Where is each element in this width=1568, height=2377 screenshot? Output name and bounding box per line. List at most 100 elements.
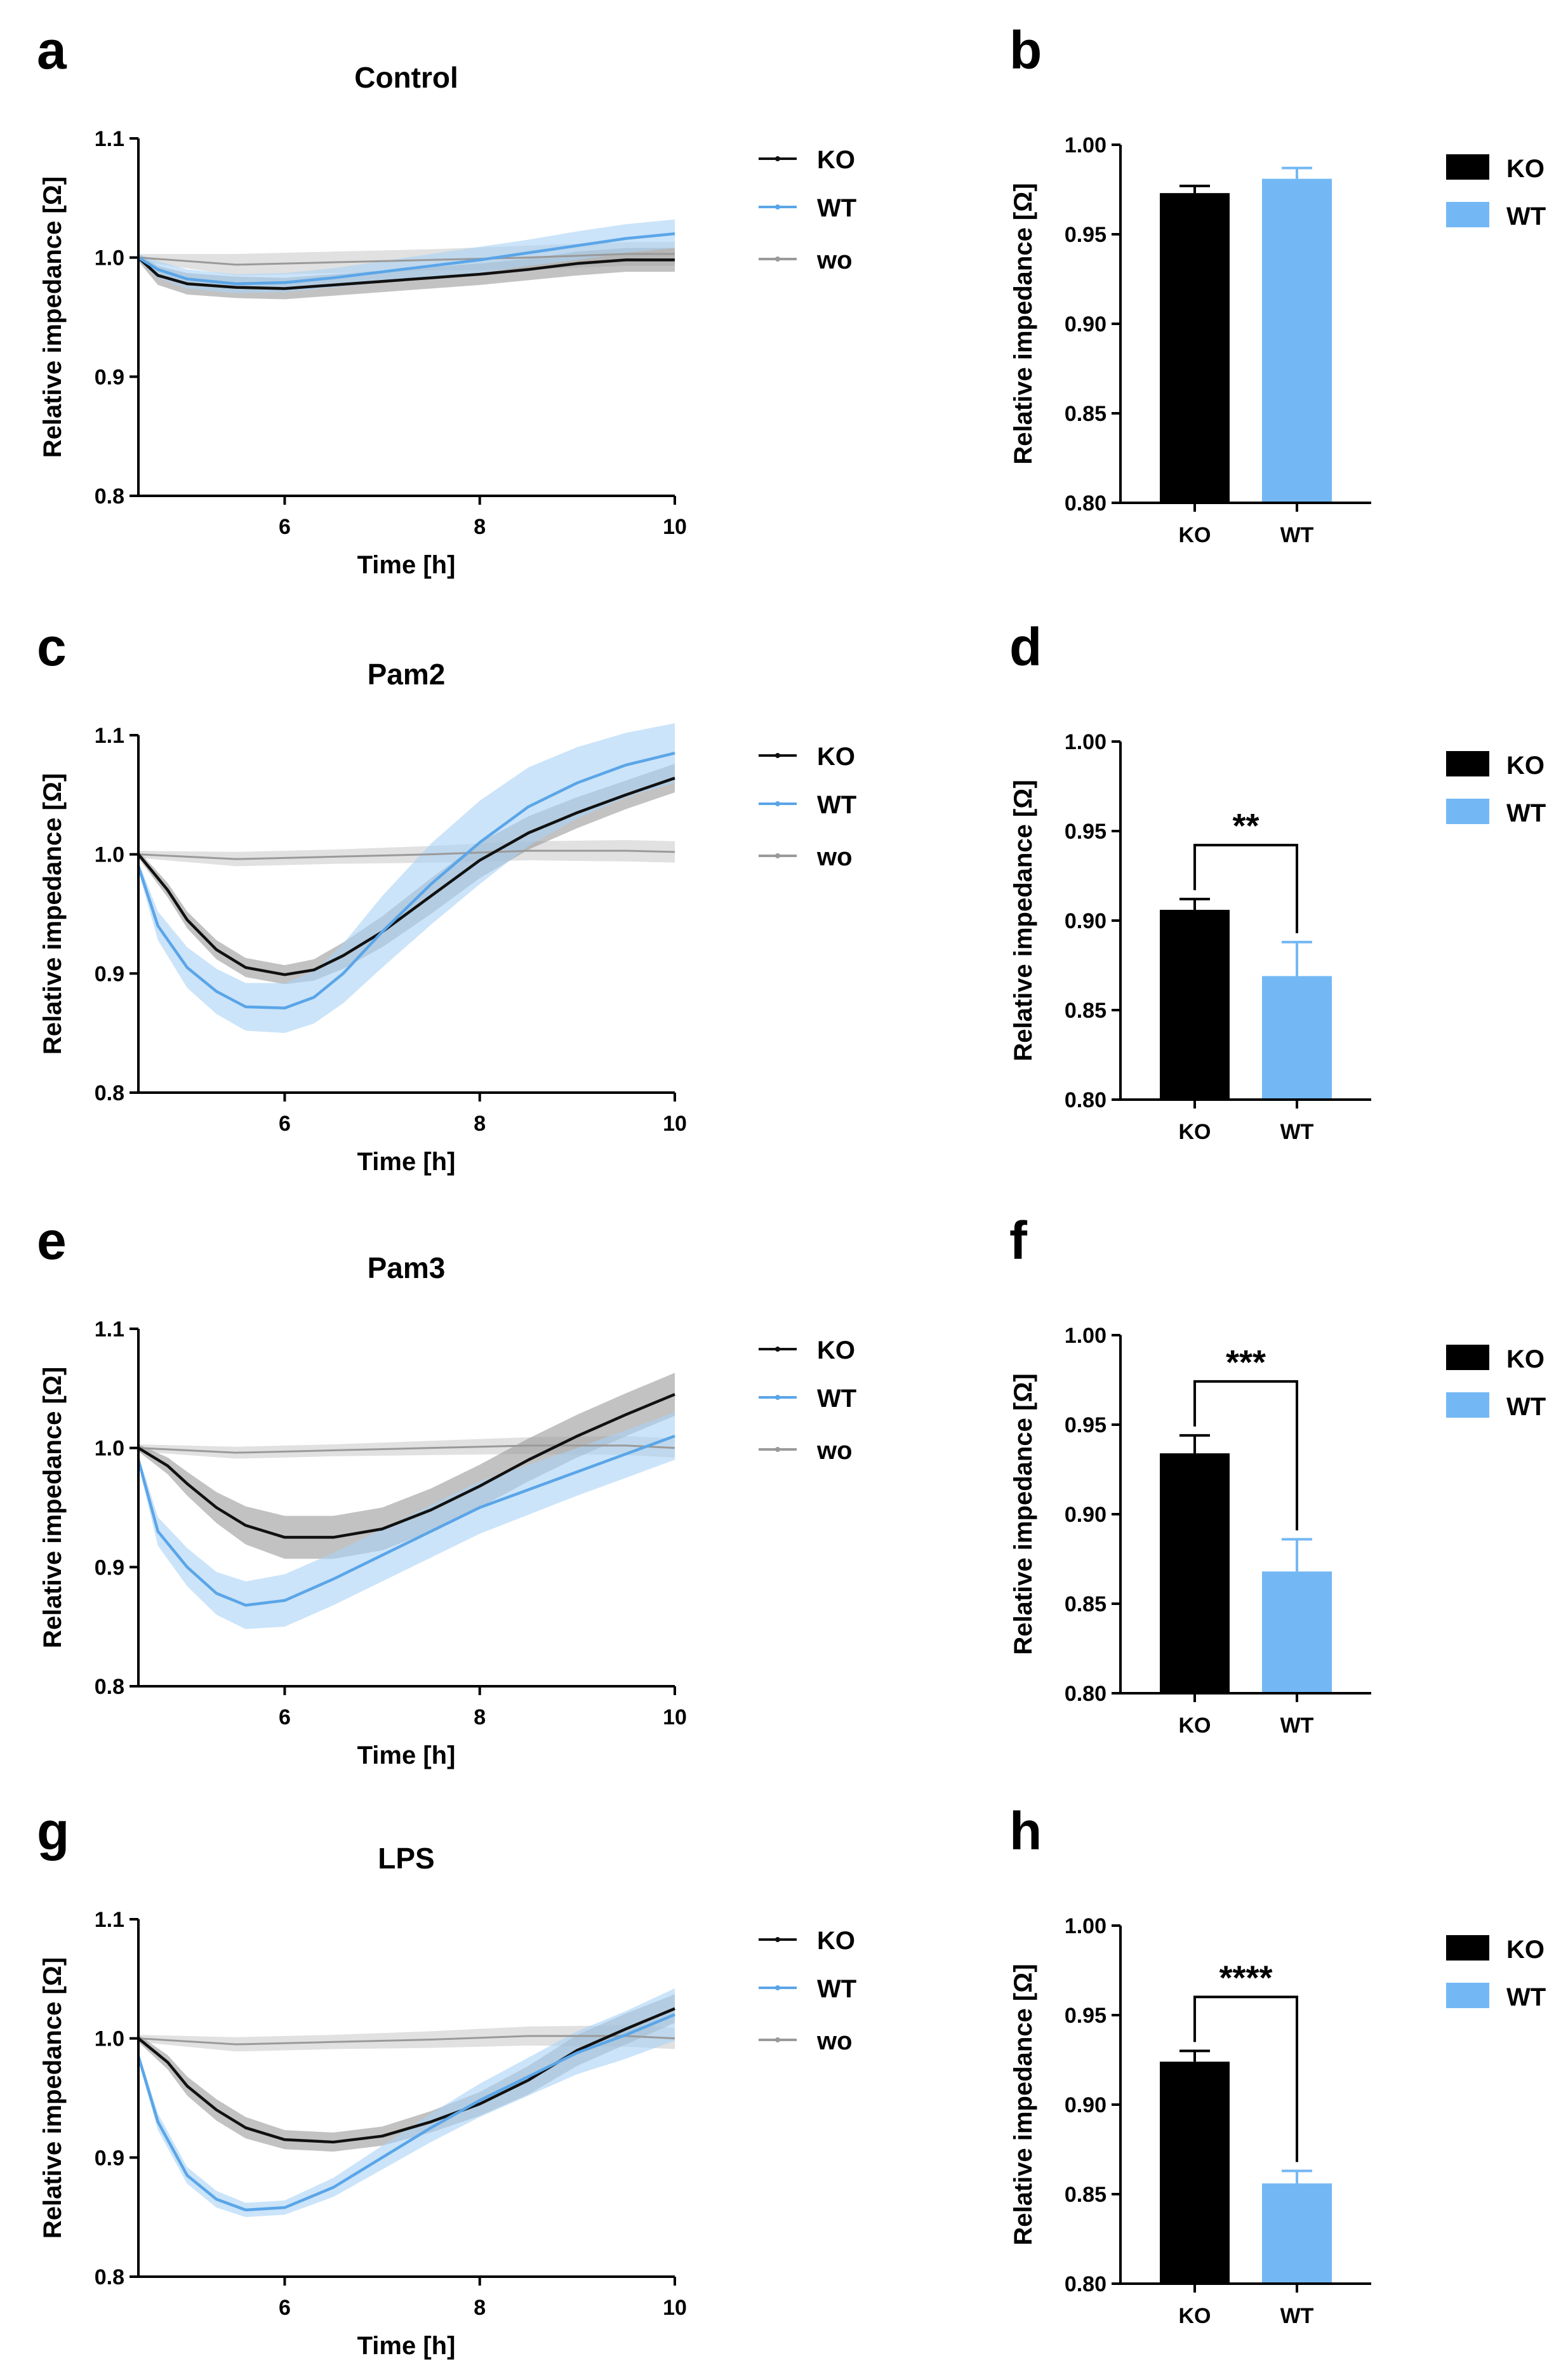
legend-label-wt: WT <box>1506 799 1546 827</box>
bar-ko <box>1160 1453 1230 1693</box>
bar-ko <box>1160 910 1230 1100</box>
legend-label-wt: WT <box>817 1975 856 2003</box>
x-tick-label: 10 <box>663 1112 687 1136</box>
bar-ko <box>1160 193 1230 503</box>
significance-stars: *** <box>1226 1343 1266 1382</box>
panel-g: g LPS 0.8 0.9 1.0 1.1 6 8 10 Time [h] Relative imp… <box>37 1801 856 2360</box>
bar-ko <box>1160 2061 1230 2284</box>
significance-stars: ** <box>1232 807 1259 845</box>
y-tick-label: 1.0 <box>95 1437 124 1461</box>
y-tick-label: 1.0 <box>95 246 124 270</box>
x-tick-label: KO <box>1179 1120 1211 1144</box>
panel-b: b 0.80 0.85 0.90 0.95 1.00 KO WT Relative impeda… <box>1009 20 1546 547</box>
panel-letter: b <box>1009 20 1042 80</box>
panel-h: h 0.80 0.85 0.90 0.95 1.00 KO WT Relative impeda… <box>1009 1801 1546 2328</box>
y-axis-label: Relative impedance [Ω] <box>39 1367 67 1648</box>
legend-label-ko: KO <box>1506 1936 1545 1964</box>
y-tick-label: 1.1 <box>95 127 124 151</box>
x-axis-label: Time [h] <box>357 551 456 579</box>
y-tick-label: 0.9 <box>95 1555 124 1580</box>
y-tick-label: 0.90 <box>1065 909 1106 933</box>
x-tick-label: 10 <box>663 1705 687 1729</box>
x-tick-label: 8 <box>474 1112 486 1136</box>
x-tick-label: 6 <box>279 2296 291 2320</box>
legend-marker-wt <box>775 801 780 806</box>
y-tick-label: 1.00 <box>1065 730 1106 754</box>
legend-label-wo: wo <box>816 246 853 274</box>
band-wo <box>138 840 675 867</box>
legend-label-wo: wo <box>816 843 853 871</box>
y-tick-label: 0.85 <box>1065 2183 1106 2207</box>
band-wt <box>138 219 675 293</box>
legend-swatch-wt <box>1446 202 1489 227</box>
x-tick-label: KO <box>1179 1714 1211 1738</box>
series-line-wo <box>138 253 675 266</box>
x-axis-label: Time [h] <box>357 1148 456 1176</box>
chart-title: LPS <box>378 1842 434 1875</box>
bar-wt <box>1262 178 1332 503</box>
y-tick-label: 1.1 <box>95 724 124 748</box>
legend-swatch-ko <box>1446 1345 1489 1370</box>
y-tick-label: 0.95 <box>1065 223 1106 247</box>
x-tick-label: WT <box>1280 523 1314 547</box>
legend-marker-wo <box>775 2037 780 2042</box>
y-tick-label: 1.00 <box>1065 1324 1106 1348</box>
legend-marker-wo <box>775 1447 780 1452</box>
legend-label-ko: KO <box>1506 752 1545 780</box>
y-tick-label: 1.1 <box>95 1317 124 1342</box>
legend-marker-wt <box>775 1985 780 1990</box>
y-tick-label: 0.90 <box>1065 2093 1106 2117</box>
panel-letter: h <box>1009 1801 1042 1861</box>
legend-label-ko: KO <box>817 146 855 174</box>
x-tick-label: 6 <box>279 1112 291 1136</box>
y-tick-label: 0.95 <box>1065 820 1106 844</box>
band-wo <box>138 2025 675 2052</box>
series-line-ko <box>137 776 675 976</box>
panel-letter: d <box>1009 617 1042 677</box>
legend-label-wo: wo <box>816 2027 853 2055</box>
panel-c: c Pam2 0.8 0.9 1.0 1.1 6 8 10 Time [h] Relative im… <box>37 617 856 1176</box>
significance-stars: **** <box>1219 1959 1272 1997</box>
y-tick-label: 0.8 <box>95 2265 124 2289</box>
panel-f: f 0.80 0.85 0.90 0.95 1.00 KO WT Relative impeda… <box>1009 1211 1546 1738</box>
legend-marker-ko <box>775 156 780 161</box>
y-axis-label: Relative impedance [Ω] <box>39 773 67 1055</box>
legend-label-wt: WT <box>817 194 856 222</box>
series-line-wt <box>136 1434 675 1607</box>
y-axis-label: Relative impedance [Ω] <box>39 176 67 458</box>
legend-label-wt: WT <box>1506 203 1546 230</box>
y-tick-label: 1.00 <box>1065 133 1106 157</box>
x-tick-label: 6 <box>279 1705 291 1729</box>
legend-marker-ko <box>775 1347 780 1352</box>
y-tick-label: 1.1 <box>95 1908 124 1932</box>
significance-bracket <box>1193 1995 1298 2162</box>
significance-bracket <box>1193 844 1298 933</box>
panel-d: d 0.80 0.85 0.90 0.95 1.00 KO WT Relative impeda… <box>1009 617 1546 1144</box>
legend-swatch-ko <box>1446 751 1489 776</box>
y-axis-label: Relative impedance [Ω] <box>1009 1373 1037 1655</box>
x-tick-label: 10 <box>663 2296 687 2320</box>
legend-label-ko: KO <box>817 1927 855 1955</box>
x-tick-label: WT <box>1280 1714 1314 1738</box>
y-tick-label: 0.85 <box>1065 1592 1106 1616</box>
legend-marker-ko <box>775 753 780 758</box>
bar-wt <box>1262 1571 1332 1693</box>
y-tick-label: 0.9 <box>95 962 124 986</box>
y-axis-label: Relative impedance [Ω] <box>1009 1964 1037 2245</box>
y-tick-label: 1.0 <box>95 843 124 867</box>
bar-wt <box>1262 976 1332 1100</box>
y-axis-label: Relative impedance [Ω] <box>39 1957 67 2239</box>
legend-marker-wo <box>775 853 780 858</box>
panel-e: e Pam3 0.8 0.9 1.0 1.1 6 8 10 Time [h] Relative im… <box>37 1211 856 1769</box>
y-tick-label: 0.9 <box>95 2146 124 2170</box>
panel-letter: f <box>1009 1211 1028 1270</box>
series-line-wo <box>138 1444 675 1454</box>
chart-title: Control <box>354 61 458 94</box>
panel-letter: g <box>37 1801 69 1861</box>
x-axis-label: Time [h] <box>357 2332 456 2360</box>
x-tick-label: WT <box>1280 1120 1314 1144</box>
series-line-ko <box>137 256 675 290</box>
legend-marker-wt <box>775 204 780 210</box>
legend-label-ko: KO <box>817 743 855 771</box>
series-line-wt <box>136 2013 675 2212</box>
